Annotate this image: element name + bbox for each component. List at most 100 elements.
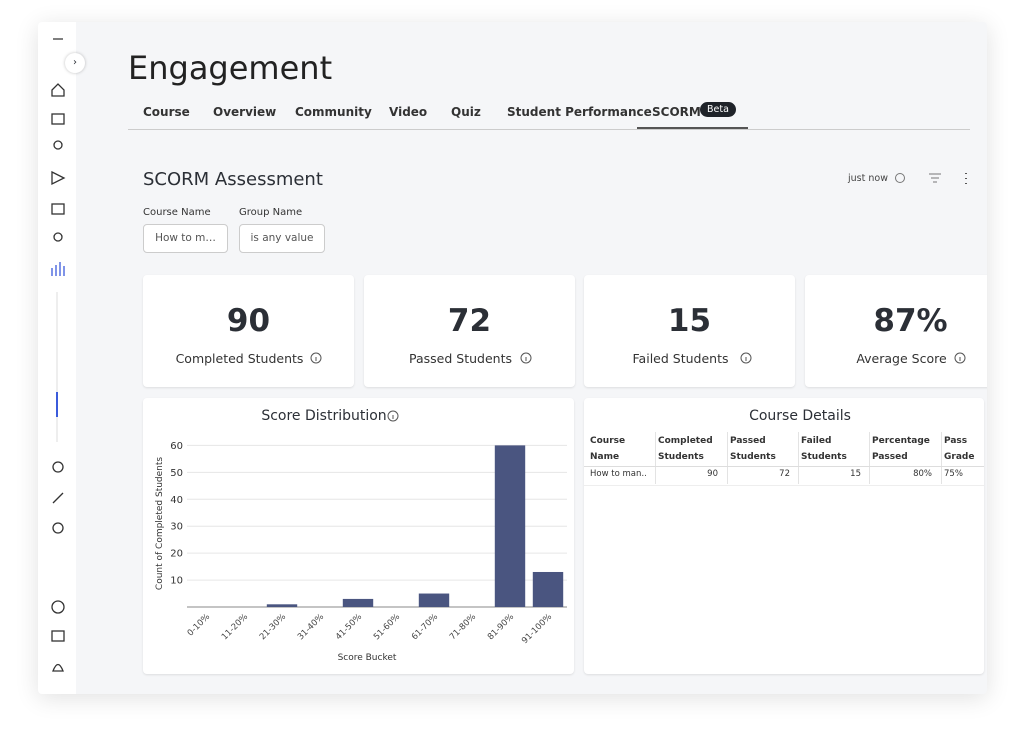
courses-icon[interactable] bbox=[51, 113, 65, 125]
tab[interactable]: Video bbox=[389, 105, 428, 119]
bar bbox=[266, 604, 298, 607]
table-cell: 75% bbox=[944, 469, 963, 479]
info-circle bbox=[954, 352, 966, 364]
x-tick-label: 21-30% bbox=[258, 612, 288, 642]
y-tick-label: 10 bbox=[170, 576, 183, 587]
tab[interactable]: Quiz bbox=[451, 105, 481, 119]
account-icon[interactable] bbox=[52, 461, 64, 473]
bar bbox=[494, 445, 526, 607]
kpi-value: 87% bbox=[873, 303, 948, 339]
table-cell: 72 bbox=[779, 469, 790, 479]
table-cell: 80% bbox=[913, 469, 932, 479]
chart-card: Score Distribution 10 20 30 40 50 60 Count of C… bbox=[143, 398, 574, 674]
info-icon[interactable] bbox=[954, 352, 966, 364]
column-divider bbox=[941, 432, 942, 484]
integrations-icon[interactable] bbox=[52, 492, 64, 504]
video-icon[interactable] bbox=[51, 170, 66, 186]
column-header: Failed Students bbox=[801, 436, 847, 462]
row-border bbox=[584, 485, 984, 486]
filter-input[interactable]: How to m… bbox=[143, 224, 228, 253]
column-header: Percentage Passed bbox=[872, 436, 930, 462]
table-cell: 90 bbox=[707, 469, 718, 479]
kpi-value: 90 bbox=[226, 303, 271, 339]
bar bbox=[342, 598, 374, 607]
info-icon[interactable] bbox=[740, 352, 752, 364]
x-tick-label: 31-40% bbox=[296, 612, 326, 642]
kpi-card: 15 Failed Students bbox=[584, 275, 795, 387]
tab-badge: Beta bbox=[700, 102, 736, 117]
header-border bbox=[584, 466, 984, 467]
tab[interactable]: Overview bbox=[213, 105, 277, 119]
refresh-icon[interactable] bbox=[895, 173, 905, 183]
kpi-value: 72 bbox=[447, 303, 492, 339]
info-circle bbox=[520, 352, 532, 364]
bar bbox=[418, 593, 450, 607]
collapse-button[interactable]: › bbox=[65, 53, 85, 73]
column-header: Passed Students bbox=[730, 436, 776, 462]
y-tick-label: 50 bbox=[170, 468, 183, 479]
analytics-icon[interactable] bbox=[51, 262, 65, 276]
x-tick-label: 81-90% bbox=[486, 612, 516, 642]
kpi-card: 90 Completed Students bbox=[143, 275, 354, 387]
x-tick-label: 51-60% bbox=[372, 612, 402, 642]
docs-icon[interactable] bbox=[51, 630, 65, 642]
y-axis-label: Count of Completed Students bbox=[155, 457, 165, 591]
kpi-label: Average Score bbox=[856, 351, 947, 366]
app-window: › Engagement Course Overview Community Vide… bbox=[38, 22, 987, 694]
kpi-value: 15 bbox=[667, 303, 712, 339]
column-divider bbox=[869, 432, 870, 484]
tab[interactable]: SCORM bbox=[652, 105, 701, 119]
table-card: Course Details Course Name Completed Stud… bbox=[584, 398, 984, 674]
bar bbox=[532, 571, 564, 607]
table-title: Course Details bbox=[749, 408, 851, 424]
filter-input[interactable]: is any value bbox=[239, 224, 325, 253]
x-tick-label: 71-80% bbox=[448, 612, 478, 642]
kpi-label: Passed Students bbox=[409, 351, 512, 366]
x-tick-label: 61-70% bbox=[410, 612, 440, 642]
info-icon[interactable] bbox=[310, 352, 322, 364]
active-tab-underline bbox=[637, 127, 748, 129]
section-title: SCORM Assessment bbox=[143, 169, 323, 190]
score-chart: Score Distribution 10 20 30 40 50 60 Count of C… bbox=[155, 408, 567, 663]
sidebar bbox=[38, 22, 76, 694]
column-header: Completed Students bbox=[658, 436, 713, 462]
home-icon[interactable] bbox=[51, 83, 65, 97]
tab[interactable]: Student Performance bbox=[507, 105, 652, 119]
filter-label: Course Name bbox=[143, 207, 211, 218]
info-circle bbox=[740, 352, 752, 364]
info-icon[interactable] bbox=[520, 352, 532, 364]
column-header: Pass Grade bbox=[944, 436, 975, 462]
bell-icon[interactable] bbox=[52, 663, 64, 672]
info-icon[interactable] bbox=[387, 410, 399, 422]
x-tick-label: 91-100% bbox=[520, 612, 554, 646]
x-tick-label: 11-20% bbox=[220, 612, 250, 642]
upload-icon[interactable] bbox=[51, 600, 65, 614]
inbox-icon[interactable] bbox=[51, 203, 65, 215]
user-icon[interactable] bbox=[53, 232, 63, 242]
column-divider bbox=[655, 432, 656, 484]
filter-label: Group Name bbox=[239, 207, 303, 218]
column-divider bbox=[727, 432, 728, 484]
settings-icon[interactable] bbox=[52, 522, 64, 534]
page-title: Engagement bbox=[128, 49, 333, 87]
tab[interactable]: Community bbox=[295, 105, 372, 119]
sidebar-icons bbox=[51, 38, 66, 672]
toolbar-icons bbox=[895, 173, 967, 184]
kpi-label: Failed Students bbox=[632, 351, 729, 366]
y-tick-label: 30 bbox=[170, 522, 183, 533]
tab-divider bbox=[128, 129, 970, 130]
filter-icon[interactable] bbox=[929, 173, 941, 183]
kpi-card: 72 Passed Students bbox=[364, 275, 575, 387]
table-cell: 15 bbox=[850, 469, 861, 479]
community-icon[interactable] bbox=[53, 140, 63, 150]
tab[interactable]: Course bbox=[143, 105, 190, 119]
x-axis-label: Score Bucket bbox=[338, 653, 397, 663]
column-divider bbox=[798, 432, 799, 484]
info-circle bbox=[387, 410, 399, 422]
column-header: Course Name bbox=[590, 436, 626, 462]
updated-time: just now bbox=[848, 173, 888, 184]
y-tick-label: 40 bbox=[170, 495, 183, 506]
y-tick-label: 20 bbox=[170, 549, 183, 560]
info-circle bbox=[310, 352, 322, 364]
